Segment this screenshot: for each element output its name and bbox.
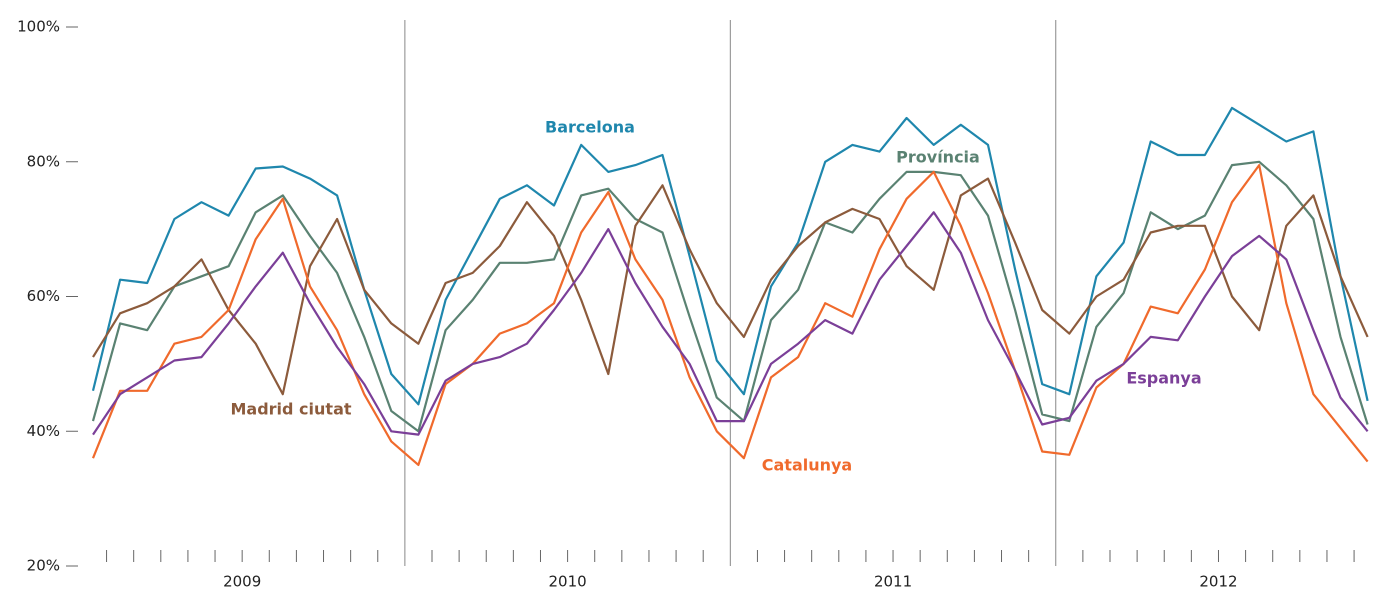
series-line — [92, 211, 1369, 436]
series-label: Província — [896, 148, 980, 167]
series-label: Madrid ciutat — [230, 400, 351, 419]
x-tick-label: 2010 — [549, 573, 587, 591]
y-tick-label: 60% — [27, 287, 60, 305]
series-label: Espanya — [1126, 369, 1201, 388]
series-label: Catalunya — [762, 456, 852, 475]
y-tick-label: 80% — [27, 152, 60, 170]
x-tick-label: 2011 — [874, 573, 912, 591]
series-line — [91, 164, 1369, 466]
series-line — [92, 177, 1369, 396]
x-tick-label: 2012 — [1199, 573, 1237, 591]
y-tick-label: 100% — [17, 18, 60, 36]
x-tick-label: 2009 — [223, 573, 261, 591]
series-line — [91, 160, 1369, 433]
series-line — [91, 106, 1369, 406]
y-tick-label: 20% — [27, 557, 60, 575]
y-tick-label: 40% — [27, 422, 60, 440]
series-label: Barcelona — [545, 118, 635, 137]
